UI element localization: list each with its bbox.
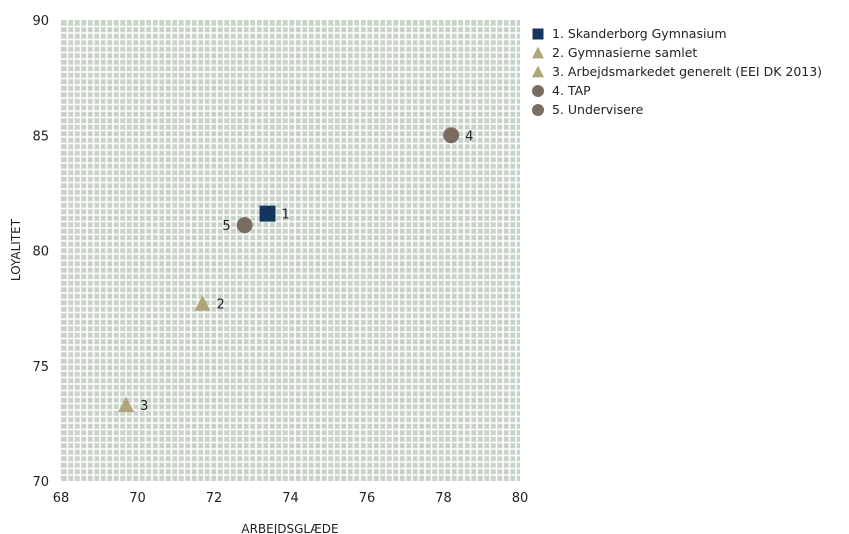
legend-marker-triangle-icon bbox=[531, 46, 545, 60]
x-axis-ticks: 68 70 72 74 76 78 80 bbox=[53, 491, 529, 506]
data-point-4 bbox=[443, 127, 460, 144]
x-tick-label: 78 bbox=[435, 491, 452, 506]
legend-marker-shape bbox=[532, 103, 544, 116]
data-point-5 bbox=[236, 217, 253, 234]
legend-marker-circle-icon bbox=[531, 84, 545, 98]
data-label-3: 3 bbox=[140, 399, 148, 414]
data-point-2 bbox=[194, 295, 211, 311]
legend-marker-shape bbox=[532, 46, 544, 58]
data-label-1: 1 bbox=[282, 208, 290, 223]
x-tick-label: 74 bbox=[282, 491, 299, 506]
x-tick-label: 68 bbox=[53, 491, 70, 506]
y-tick-label: 85 bbox=[32, 129, 49, 144]
legend-label: 1. Skanderborg Gymnasium bbox=[552, 26, 727, 41]
legend-marker-shape bbox=[532, 65, 544, 77]
legend: 1. Skanderborg Gymnasium 2. Gymnasierne s… bbox=[531, 24, 822, 119]
legend-label: 5. Undervisere bbox=[552, 102, 644, 117]
legend-item: 1. Skanderborg Gymnasium bbox=[531, 24, 822, 43]
y-tick-label: 70 bbox=[32, 475, 49, 490]
x-tick-label: 76 bbox=[359, 491, 376, 506]
legend-label: 2. Gymnasierne samlet bbox=[552, 45, 698, 60]
legend-marker-circle-icon bbox=[531, 103, 545, 117]
x-axis-title: ARBEJDSGLÆDE bbox=[241, 522, 338, 534]
legend-label: 3. Arbejdsmarkedet generelt (EEI DK 2013… bbox=[552, 64, 823, 79]
data-label-5: 5 bbox=[222, 219, 230, 234]
data-label-4: 4 bbox=[465, 129, 473, 144]
data-point-3 bbox=[118, 396, 135, 413]
legend-item: 2. Gymnasierne samlet bbox=[531, 43, 822, 62]
data-points: 1 2 3 4 5 bbox=[118, 127, 473, 414]
data-point-1 bbox=[259, 205, 276, 222]
legend-marker-shape bbox=[532, 84, 544, 97]
y-axis-ticks: 70 75 80 85 90 bbox=[32, 14, 49, 490]
legend-item: 3. Arbejdsmarkedet generelt (EEI DK 2013… bbox=[531, 62, 822, 81]
y-axis-title: LOYALITET bbox=[9, 218, 23, 281]
data-label-2: 2 bbox=[217, 298, 225, 313]
y-tick-label: 75 bbox=[32, 360, 49, 375]
grid-lines bbox=[61, 20, 520, 481]
legend-item: 4. TAP bbox=[531, 81, 822, 100]
legend-marker-shape bbox=[532, 28, 544, 39]
legend-marker-square-icon bbox=[531, 27, 545, 41]
x-tick-label: 70 bbox=[129, 491, 146, 506]
legend-marker-triangle-icon bbox=[531, 65, 545, 79]
legend-item: 5. Undervisere bbox=[531, 100, 822, 119]
legend-label: 4. TAP bbox=[552, 83, 591, 98]
y-tick-label: 90 bbox=[32, 14, 49, 29]
x-tick-label: 80 bbox=[512, 491, 529, 506]
y-tick-label: 80 bbox=[32, 245, 49, 260]
x-tick-label: 72 bbox=[206, 491, 223, 506]
